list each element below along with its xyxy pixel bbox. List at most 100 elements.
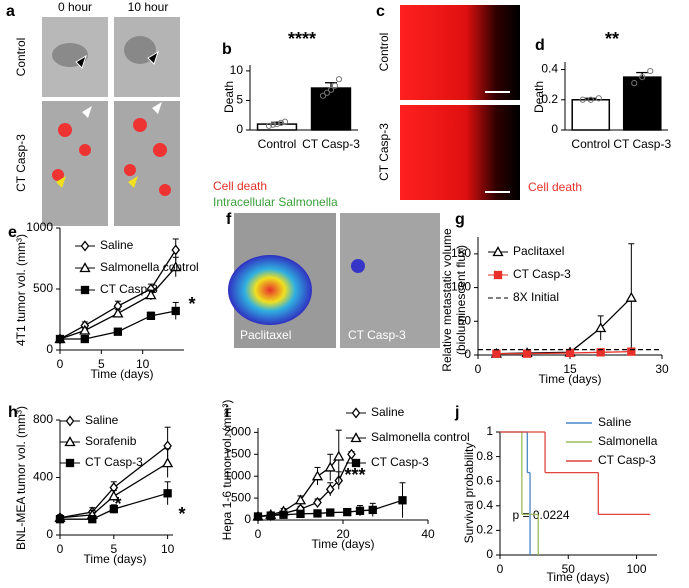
data-point: [327, 86, 335, 93]
panel-label: d: [535, 37, 545, 54]
legend-label: CT Casp-3: [513, 267, 571, 281]
legend-marker: [350, 432, 362, 443]
y-tick-label: 0: [236, 122, 243, 136]
marker: [565, 348, 575, 358]
annotation: ****: [288, 29, 316, 49]
image-caption: CT Casp-3: [348, 328, 406, 342]
x-tick-label: CT Casp-3: [613, 137, 671, 151]
marker: [279, 510, 288, 519]
marker: [326, 508, 335, 517]
legend-marker: [351, 458, 361, 468]
legend-label: Salmonella: [598, 434, 658, 448]
y-tick-label: 1000: [26, 220, 53, 234]
y-tick-label: 0.6: [476, 473, 493, 487]
marker: [595, 322, 607, 333]
legend-label: Salmonella control: [371, 430, 470, 444]
row-label: CT Casp-3: [14, 134, 28, 192]
image-caption: Paclitaxel: [240, 328, 291, 342]
panel-label: b: [222, 41, 232, 58]
data-point: [269, 121, 277, 128]
y-tick-label: 0: [46, 342, 53, 356]
panel-label: c: [376, 3, 385, 20]
y-tick-label: 5: [236, 93, 243, 107]
x-tick-label: 10: [136, 357, 150, 371]
marker: [162, 457, 174, 468]
panel-label: h: [8, 404, 18, 421]
data-point: [647, 67, 654, 75]
y-axis-label: Death: [222, 81, 236, 113]
marker: [253, 512, 263, 521]
y-tick-label: 1000: [224, 468, 251, 482]
y-tick-label: 1: [486, 424, 493, 438]
bar: [571, 99, 611, 131]
legend-label: Saline: [85, 413, 119, 427]
x-tick-label: 0: [57, 357, 64, 371]
legend-marker: [80, 240, 90, 252]
data-point: [639, 74, 646, 81]
marker: [347, 448, 356, 460]
legend-marker: [493, 270, 503, 280]
data-point: [631, 80, 638, 87]
legend-label: Saline: [100, 238, 134, 252]
x-tick-label: 0: [475, 362, 482, 376]
data-point: [273, 120, 281, 128]
y-tick-label: 500: [231, 490, 251, 504]
x-axis-label: Time (days): [312, 537, 375, 551]
x-tick-label: 50: [562, 562, 576, 576]
x-tick-label: 0: [57, 542, 64, 556]
y-tick-label: 2000: [224, 425, 251, 439]
x-tick-label: 0: [497, 562, 504, 576]
y-axis-label: Death: [532, 81, 546, 113]
micrographs: [42, 17, 180, 226]
marker: [625, 291, 637, 302]
y-tick-label: 10: [230, 63, 244, 77]
y-tick-label: 1500: [224, 446, 251, 460]
data-point: [265, 122, 273, 129]
legend-label: CT Casp-3: [85, 455, 143, 469]
marker: [55, 515, 65, 524]
data-point: [595, 95, 602, 102]
x-tick-label: CT Casp-3: [302, 137, 360, 151]
annotation: p = 0.0224: [512, 508, 569, 522]
legend-marker: [65, 458, 75, 468]
marker: [145, 289, 157, 300]
x-tick-label: Control: [571, 137, 610, 151]
legend-label: Saline: [371, 405, 405, 419]
row-label: Control: [14, 38, 28, 77]
marker: [324, 461, 336, 472]
data-point: [281, 118, 289, 125]
legend-label: CT Casp-3: [371, 455, 429, 469]
marker: [492, 349, 501, 358]
x-tick-label: 40: [421, 527, 435, 541]
series-line: [257, 454, 353, 518]
y-tick-label: 400: [33, 470, 53, 484]
marker: [627, 347, 636, 356]
y-tick-label: 0.2: [541, 92, 558, 106]
marker: [398, 496, 407, 505]
annotation: **: [605, 29, 619, 49]
series-line: [257, 499, 403, 518]
x-tick-label: 5: [110, 542, 117, 556]
legend-label: Sorafenib: [85, 434, 137, 448]
bar: [622, 76, 662, 131]
marker: [313, 496, 322, 509]
x-tick-label: 15: [563, 362, 577, 376]
x-tick-label: 20: [336, 527, 350, 541]
row-label: CT Casp-3: [377, 123, 391, 181]
marker: [109, 504, 118, 514]
series-line: [59, 462, 168, 519]
panel-label: g: [455, 211, 465, 228]
x-tick-label: 30: [655, 362, 669, 376]
x-tick-label: 10: [161, 542, 175, 556]
annotation: ***: [344, 465, 365, 485]
marker: [294, 494, 307, 505]
series-line: [59, 445, 169, 519]
marker: [171, 244, 181, 256]
column-label: 10 hour: [128, 0, 169, 14]
y-tick-label: 0: [464, 347, 471, 361]
legend-text: Cell death: [528, 180, 582, 194]
data-point: [579, 96, 586, 103]
panel-label: f: [226, 211, 232, 228]
legend-marker: [64, 436, 76, 447]
